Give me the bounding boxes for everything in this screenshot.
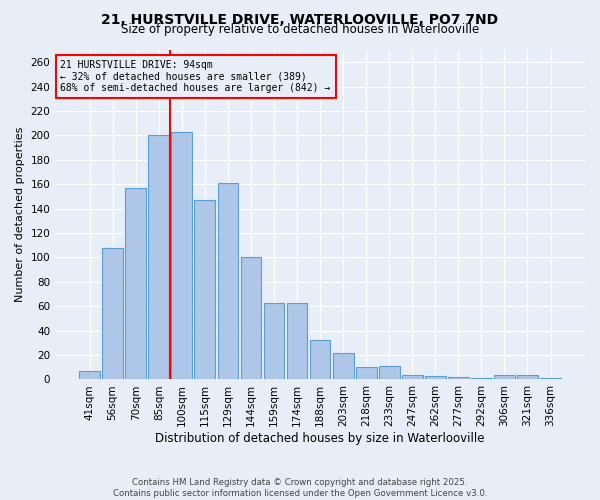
Bar xyxy=(425,376,446,380)
Bar xyxy=(310,340,331,380)
Bar xyxy=(379,366,400,380)
Bar xyxy=(356,368,377,380)
Bar xyxy=(172,132,192,380)
Bar xyxy=(471,378,492,380)
Y-axis label: Number of detached properties: Number of detached properties xyxy=(15,127,25,302)
Bar xyxy=(79,371,100,380)
Bar xyxy=(448,377,469,380)
Text: 21 HURSTVILLE DRIVE: 94sqm
← 32% of detached houses are smaller (389)
68% of sem: 21 HURSTVILLE DRIVE: 94sqm ← 32% of deta… xyxy=(61,60,331,93)
Bar xyxy=(494,374,515,380)
Bar xyxy=(241,258,262,380)
Bar xyxy=(218,183,238,380)
Bar xyxy=(194,200,215,380)
Bar xyxy=(263,302,284,380)
Text: Contains HM Land Registry data © Crown copyright and database right 2025.
Contai: Contains HM Land Registry data © Crown c… xyxy=(113,478,487,498)
Text: 21, HURSTVILLE DRIVE, WATERLOOVILLE, PO7 7ND: 21, HURSTVILLE DRIVE, WATERLOOVILLE, PO7… xyxy=(101,12,499,26)
Bar xyxy=(148,136,169,380)
X-axis label: Distribution of detached houses by size in Waterlooville: Distribution of detached houses by size … xyxy=(155,432,485,445)
Bar xyxy=(287,302,307,380)
Bar xyxy=(540,378,561,380)
Bar xyxy=(402,374,422,380)
Bar xyxy=(517,374,538,380)
Bar xyxy=(333,352,353,380)
Bar xyxy=(125,188,146,380)
Text: Size of property relative to detached houses in Waterlooville: Size of property relative to detached ho… xyxy=(121,22,479,36)
Bar xyxy=(102,248,123,380)
